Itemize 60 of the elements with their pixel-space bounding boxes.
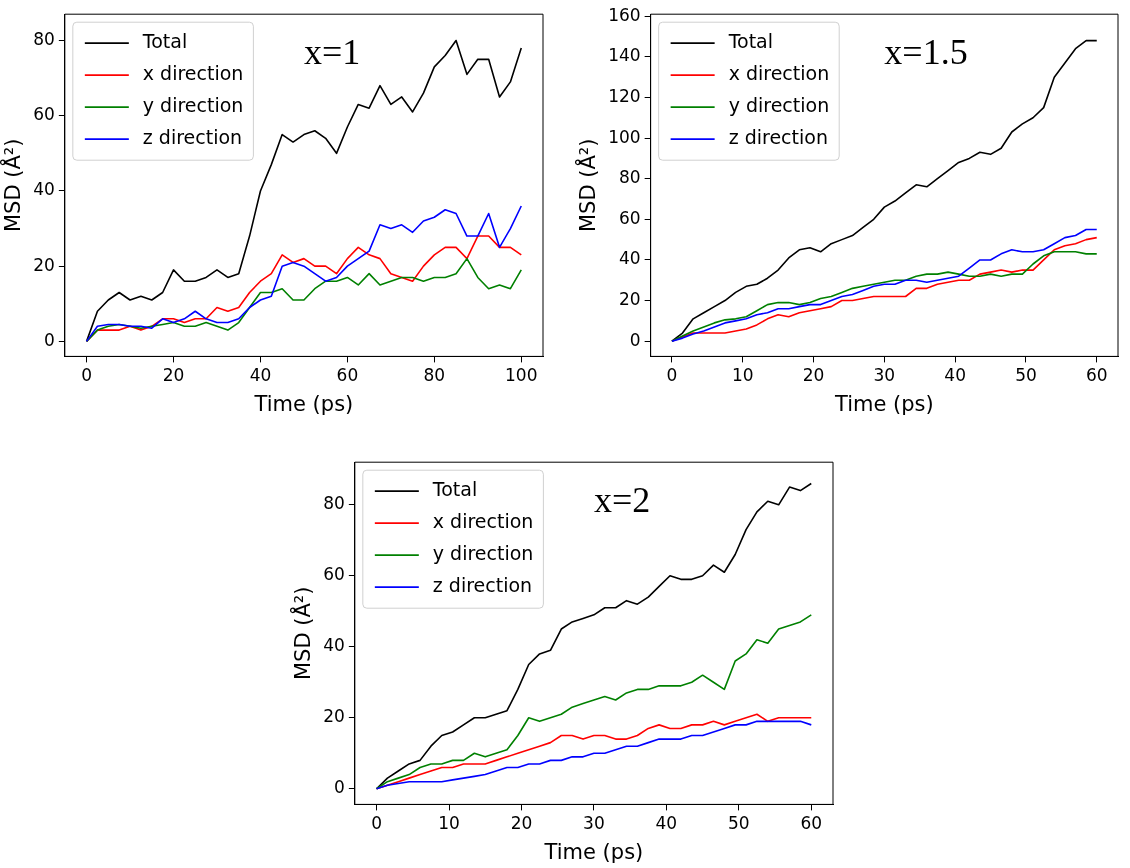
y-tick-label: 60: [33, 104, 55, 125]
x-tick-label: 80: [423, 365, 446, 386]
y-tick-label: 40: [619, 248, 641, 269]
x-tick-label: 30: [583, 813, 605, 834]
y-tick-label: 0: [334, 777, 345, 798]
y-tick-label: 20: [33, 254, 55, 275]
x-tick-label: 50: [1015, 365, 1037, 386]
y-tick-label: 140: [608, 45, 641, 66]
legend-label: z direction: [728, 126, 828, 149]
legend-label: x direction: [432, 510, 534, 533]
legend-label: y direction: [728, 94, 830, 117]
annotation: x=1.5: [884, 31, 968, 72]
annotation: x=1: [303, 31, 361, 72]
y-tick-label: 80: [619, 167, 641, 188]
legend-label: z direction: [142, 126, 243, 149]
x-tick-label: 40: [249, 365, 272, 386]
x-tick-label: 60: [336, 365, 359, 386]
y-tick-label: 120: [608, 85, 641, 106]
x-tick-label: 0: [371, 813, 382, 834]
y-axis-title: MSD (Å²): [0, 138, 26, 233]
x-tick-label: 10: [731, 365, 754, 386]
annotation: x=2: [593, 479, 651, 520]
legend-label: y direction: [142, 94, 244, 117]
legend-label: Total: [431, 478, 478, 501]
x-tick-label: 0: [666, 365, 678, 386]
y-tick-label: 40: [33, 179, 55, 200]
x-tick-label: 20: [802, 365, 825, 386]
y-tick-label: 0: [44, 329, 55, 350]
x-tick-label: 60: [800, 813, 823, 834]
x-tick-label: 50: [728, 813, 750, 834]
legend-label: x direction: [728, 62, 830, 85]
x-tick-label: 0: [81, 365, 92, 386]
legend-label: Total: [141, 30, 188, 53]
legend-label: y direction: [432, 542, 534, 565]
y-tick-label: 20: [323, 706, 345, 727]
x-tick-label: 40: [655, 813, 678, 834]
x-axis-title: Time (ps): [253, 391, 354, 416]
y-tick-label: 80: [323, 493, 345, 514]
x-tick-label: 30: [873, 365, 896, 386]
legend-label: Total: [727, 30, 774, 53]
x-axis-title: Time (ps): [543, 839, 644, 864]
y-axis-title: MSD (Å²): [289, 586, 316, 681]
legend-label: z direction: [432, 574, 533, 597]
x-tick-label: 60: [1085, 365, 1108, 386]
y-tick-label: 0: [629, 329, 641, 350]
y-axis-title: MSD (Å²): [574, 138, 601, 233]
y-tick-label: 20: [619, 288, 641, 309]
x-tick-label: 20: [162, 365, 185, 386]
x-tick-label: 100: [505, 365, 538, 386]
x-tick-label: 10: [438, 813, 460, 834]
y-tick-label: 80: [33, 28, 55, 49]
y-tick-label: 60: [619, 207, 641, 228]
x-axis-title: Time (ps): [833, 391, 934, 416]
y-tick-label: 60: [323, 564, 345, 585]
x-tick-label: 20: [510, 813, 533, 834]
y-tick-label: 160: [608, 4, 641, 25]
y-tick-label: 100: [608, 126, 641, 147]
legend-label: x direction: [142, 62, 244, 85]
y-tick-label: 40: [323, 635, 345, 656]
x-tick-label: 40: [944, 365, 966, 386]
